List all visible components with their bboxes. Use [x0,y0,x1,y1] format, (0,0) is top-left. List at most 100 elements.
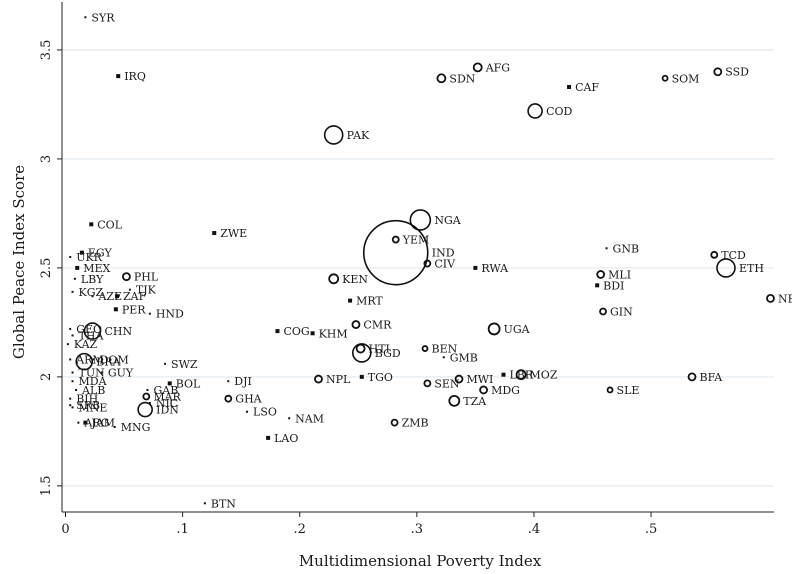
point-label: COL [97,218,122,231]
point-label: LBR [509,369,533,382]
point-label: HND [156,308,184,321]
point-label: BFA [700,371,724,384]
point-label: COD [546,105,572,118]
point-label: COG [283,325,309,338]
data-point [595,283,600,288]
data-point [567,85,572,89]
point-label: THA [79,329,105,342]
data-point [146,388,149,391]
point-label: SRB [76,399,100,412]
point-label: BRA [96,356,121,369]
point-label: CIV [434,258,456,271]
point-label: GMB [450,351,478,364]
point-label: SSD [725,66,749,79]
data-point [75,388,78,391]
point-label: SYR [91,11,115,24]
point-label: LAO [274,432,298,445]
point-label: BOL [176,377,201,390]
data-point [71,334,74,337]
data-point [71,406,74,409]
point-label: KGZ [79,286,104,299]
data-point [423,259,432,268]
point-label: ETH [739,262,764,275]
point-label: MAR [153,390,181,403]
data-point [71,371,74,374]
y-tick-label: 1.5 [39,476,54,497]
x-tick-label: .4 [528,522,540,537]
point-label: YEM [402,234,430,247]
point-label: NAM [295,412,324,425]
data-point [79,250,84,255]
point-label: NER [778,292,792,305]
data-point [227,380,230,383]
point-label: GUY [108,367,134,380]
point-label: DOM [100,353,129,366]
data-point [527,103,543,119]
point-label: MWI [466,373,493,386]
point-label: MRT [356,295,383,308]
data-point [409,209,432,231]
data-point [203,502,206,505]
grid-lines [62,49,774,487]
data-point [288,417,291,420]
data-point [148,402,151,405]
data-point [69,397,72,400]
data-point [359,374,364,379]
point-label: MNE [79,401,108,414]
point-label: HTI [369,343,390,356]
data-point [390,418,399,427]
point-label: KHM [319,327,348,340]
point-label: ZMB [402,417,429,430]
point-label: GEO [76,323,102,336]
point-label: AZE [97,290,122,303]
data-point [83,420,88,425]
data-point [275,329,280,334]
data-point [487,322,501,336]
data-point [167,381,172,386]
point-label: TZA [463,395,487,408]
x-axis: 0 .1 .2 .3 .4 .5 [61,511,774,537]
data-point [515,369,527,381]
data-point [83,322,102,340]
point-label: LSO [253,406,277,419]
point-label: IND [432,247,455,260]
point-label: SWZ [171,358,198,371]
x-tick-label: .1 [176,522,188,537]
point-label: CHN [104,325,132,338]
data-point [421,345,429,352]
x-tick-label: 0 [61,522,69,537]
point-label: UKR [76,251,102,264]
point-label: GIN [610,305,633,318]
y-axis-title: Global Peace Index Score [10,165,28,359]
point-label: ARM [75,353,104,366]
point-label: SLE [617,384,640,397]
point-label: MDA [79,375,108,388]
point-label: NPL [326,373,351,386]
point-label: IRQ [124,70,146,83]
point-label: RWA [481,262,509,275]
data-point [596,270,606,279]
data-point [164,362,167,365]
data-point [246,410,249,413]
x-tick-label: .5 [645,522,657,537]
point-label: GAB [153,384,178,397]
data-point [328,273,340,285]
point-label: AFG [485,61,510,74]
point-label: BIH [76,393,98,406]
data-point [351,343,372,363]
data-point [100,371,103,374]
point-label: KAZ [74,338,98,351]
data-point [69,358,72,361]
data-point [423,379,432,388]
point-label: BDI [603,279,624,292]
point-label: BGD [375,347,401,360]
point-label: MEX [83,262,110,275]
data-point [128,288,131,291]
point-label: LBY [81,273,104,286]
point-label: TCD [721,249,746,262]
data-point [599,307,607,316]
point-label: PER [122,303,146,316]
data-point [73,277,76,280]
point-label: TUN [79,367,106,380]
